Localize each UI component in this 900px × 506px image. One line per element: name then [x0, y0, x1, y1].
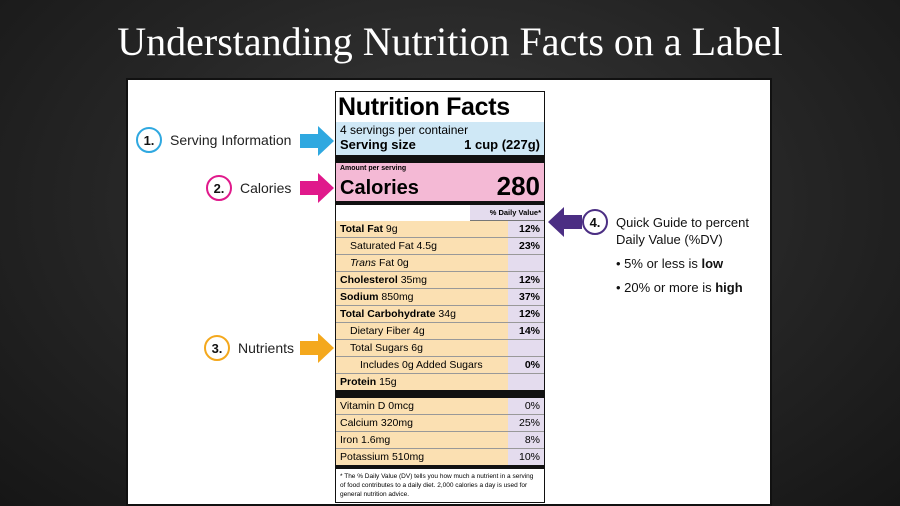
- serving-size-value: 1 cup (227g): [464, 137, 540, 152]
- divider: [336, 465, 544, 469]
- serving-size: Serving size 1 cup (227g): [340, 137, 540, 152]
- divider: [336, 155, 544, 163]
- nutrient-row-trans-fat: Trans Fat 0g: [336, 255, 544, 272]
- label-title: Nutrition Facts: [338, 93, 510, 121]
- arrow-right-icon: [300, 126, 334, 156]
- label-panel: 1. Serving Information 2. Calories 3. Nu…: [126, 78, 772, 506]
- divider: [336, 390, 544, 398]
- callout-number-4: 4.: [582, 209, 608, 235]
- guide-item-high: • 20% or more is high: [616, 280, 743, 295]
- nutrient-row-saturated-fat: Saturated Fat 4.5g 23%: [336, 238, 544, 255]
- nutrient-row-sodium: Sodium 850mg 37%: [336, 289, 544, 306]
- callout-number-3: 3.: [204, 335, 230, 361]
- nutrient-row-total-sugars: Total Sugars 6g: [336, 340, 544, 357]
- callout-serving-information: 1. Serving Information: [136, 127, 291, 153]
- callout-label-nutrients: Nutrients: [238, 340, 295, 356]
- callout-calories: 2. Calories: [206, 175, 291, 201]
- amount-per-serving: Amount per serving: [340, 165, 407, 172]
- calories-value: 280: [496, 171, 540, 201]
- guide-item-low: • 5% or less is low: [616, 256, 724, 271]
- callout-label-serving-information: Serving Information: [170, 132, 292, 148]
- serving-size-label: Serving size: [340, 137, 416, 152]
- callout-number-2: 2.: [206, 175, 232, 201]
- vitamin-list: Vitamin D 0mcg 0% Calcium 320mg 25% Iron…: [336, 398, 544, 465]
- vitamin-row-vitamin-d: Vitamin D 0mcg 0%: [336, 398, 544, 415]
- vitamin-row-calcium: Calcium 320mg 25%: [336, 415, 544, 432]
- arrow-right-icon: [300, 173, 334, 203]
- nutrient-row-added-sugars: Includes 0g Added Sugars 0%: [336, 357, 544, 374]
- nutrition-facts-label: Nutrition Facts 4 servings per container…: [335, 91, 545, 503]
- callout-nutrients: 3. Nutrients: [204, 335, 294, 361]
- vitamin-row-iron: Iron 1.6mg 8%: [336, 432, 544, 449]
- callout-number-1: 1.: [136, 127, 162, 153]
- calories-section: Amount per serving Calories 280: [336, 163, 544, 201]
- daily-value-header: % Daily Value*: [470, 205, 544, 221]
- nutrient-row-cholesterol: Cholesterol 35mg 12%: [336, 272, 544, 289]
- servings-per-container: 4 servings per container: [340, 123, 469, 137]
- callout-daily-value: 4.: [582, 209, 608, 235]
- divider: [336, 201, 544, 205]
- nutrient-row-total-carbohydrate: Total Carbohydrate 34g 12%: [336, 306, 544, 323]
- nutrient-row-protein: Protein 15g: [336, 374, 544, 390]
- callout-label-calories: Calories: [240, 180, 292, 196]
- nutrient-row-total-fat: Total Fat 9g 12%: [336, 221, 544, 238]
- serving-information: 4 servings per container Serving size 1 …: [336, 122, 544, 155]
- nutrient-row-dietary-fiber: Dietary Fiber 4g 14%: [336, 323, 544, 340]
- guide-title: Quick Guide to percent Daily Value (%DV): [616, 215, 749, 247]
- arrow-left-icon: [548, 207, 582, 237]
- calories-label: Calories: [340, 177, 419, 199]
- arrow-right-icon: [300, 333, 334, 363]
- daily-value-guide: Quick Guide to percent Daily Value (%DV)…: [616, 214, 776, 296]
- slide-title: Understanding Nutrition Facts on a Label: [117, 19, 783, 64]
- footnote: * The % Daily Value (DV) tells you how m…: [340, 473, 534, 498]
- nutrient-list: Total Fat 9g 12% Saturated Fat 4.5g 23% …: [336, 221, 544, 390]
- vitamin-row-potassium: Potassium 510mg 10%: [336, 449, 544, 465]
